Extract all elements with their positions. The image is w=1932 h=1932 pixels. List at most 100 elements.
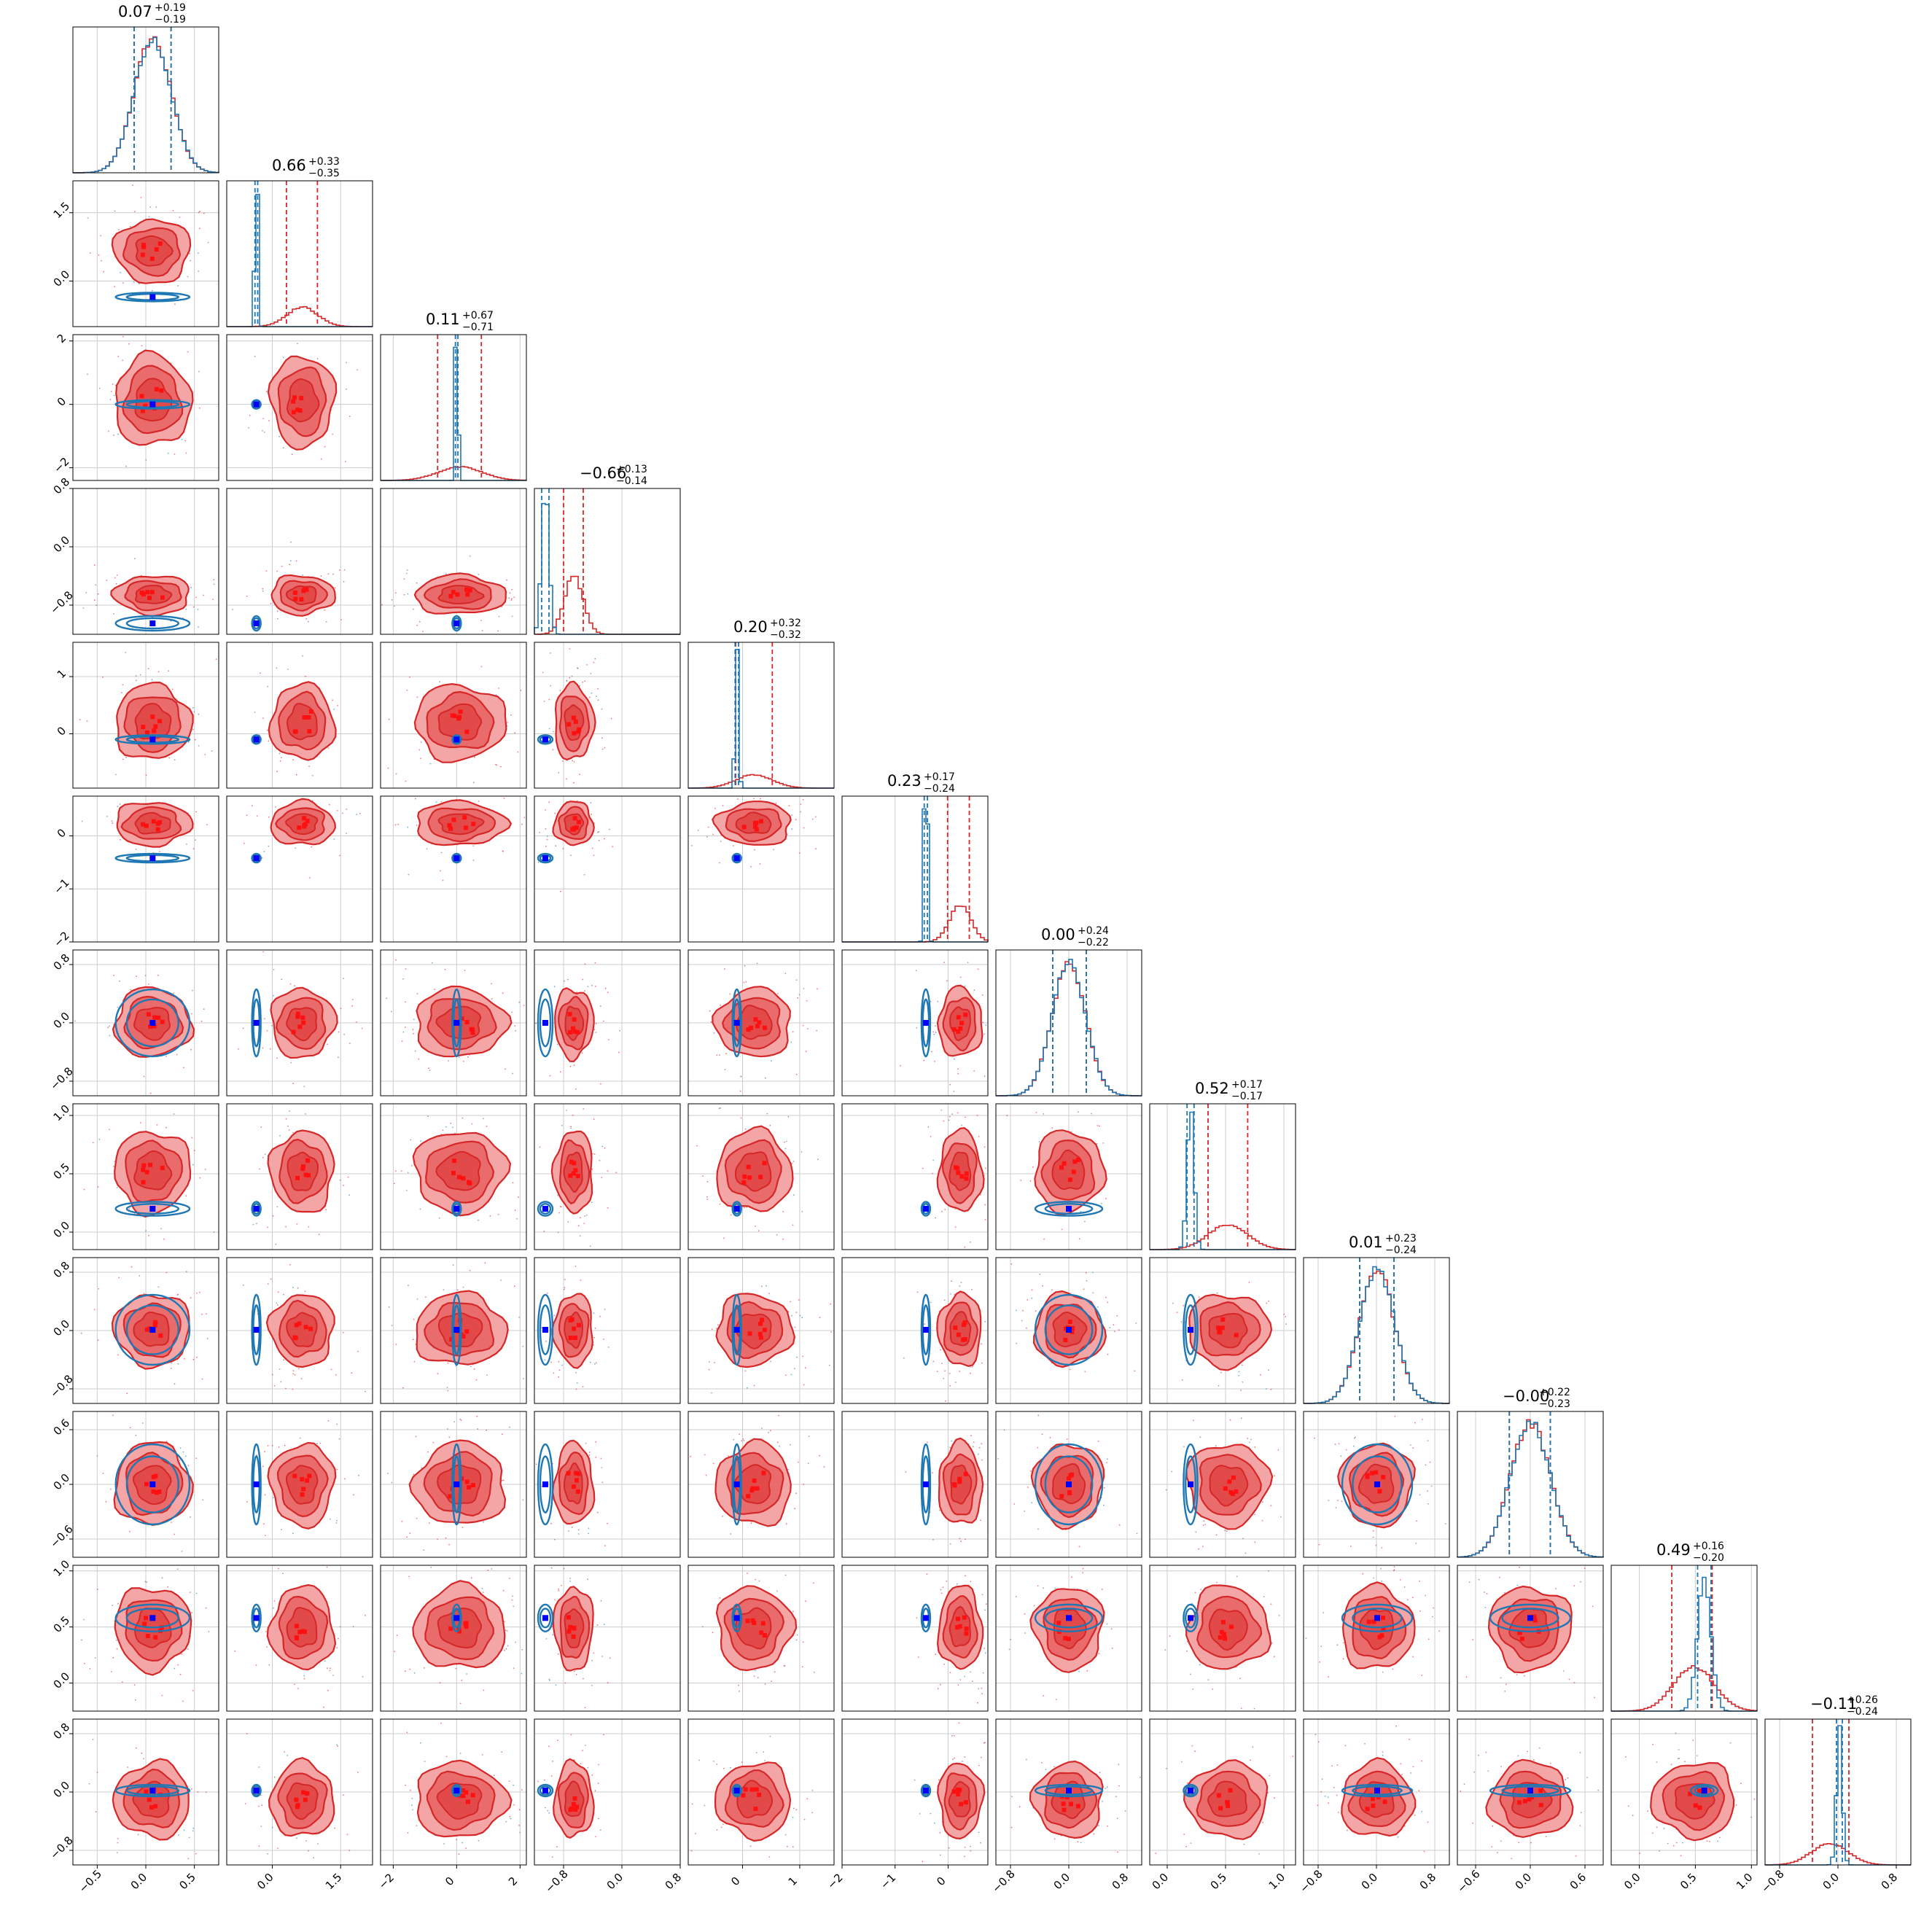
scatter-point: [761, 1285, 763, 1288]
scatter-point: [983, 1033, 986, 1035]
blue-contour: [451, 852, 462, 864]
scatter-point: [730, 1214, 732, 1216]
scatter-point: [481, 1587, 483, 1589]
scatter-point: [137, 1834, 139, 1836]
panel-background: [688, 642, 834, 788]
y-tick-label: 0: [55, 394, 69, 408]
scatter-point: [409, 676, 410, 678]
scatter-point: [268, 816, 270, 818]
scatter-point: [135, 675, 137, 677]
blue-contour: [125, 400, 180, 409]
scatter-point: [414, 1050, 416, 1052]
scatter-point: [935, 1654, 937, 1656]
title-upper-error: +0.16: [1693, 1540, 1724, 1552]
scatter-point: [744, 1370, 747, 1372]
scatter-point: [583, 1108, 585, 1110]
scatter-point: [1506, 1683, 1507, 1686]
red-marker: [458, 709, 463, 714]
scatter-point: [112, 1165, 114, 1167]
scatter-point: [1212, 1688, 1213, 1690]
scatter-point: [192, 1830, 194, 1832]
scatter-point: [591, 1685, 593, 1686]
scatter-point: [262, 590, 264, 592]
scatter-point: [570, 1127, 572, 1129]
scatter-point: [478, 574, 480, 575]
scatter-point: [292, 1532, 294, 1535]
scatter-point: [1092, 1271, 1094, 1274]
scatter-point: [113, 613, 114, 615]
diag-panel-4: 0.20 +0.32−0.32: [688, 618, 835, 789]
scatter-point: [509, 1426, 510, 1428]
truth-marker: [149, 736, 156, 743]
scatter-point: [1024, 1613, 1026, 1615]
scatter-point: [114, 210, 116, 212]
truth-marker: [1066, 1481, 1072, 1487]
red-marker: [293, 596, 298, 601]
scatter-point: [515, 1641, 517, 1643]
scatter-point: [1524, 1675, 1525, 1677]
red-marker: [145, 590, 150, 595]
scatter-point: [582, 978, 584, 981]
red-marker: [294, 1323, 299, 1328]
scatter-point: [739, 1090, 741, 1092]
red-marker: [143, 403, 148, 408]
scatter-point: [743, 1440, 745, 1441]
truth-marker: [733, 1615, 740, 1621]
scatter-point: [604, 1545, 606, 1547]
scatter-point: [149, 1092, 152, 1094]
scatter-point: [741, 1440, 743, 1441]
scatter-point: [102, 677, 104, 678]
panel-3-0: −0.80.00.8: [47, 475, 219, 635]
scatter-point: [789, 1444, 791, 1446]
scatter-point: [411, 1165, 413, 1166]
scatter-point: [755, 1578, 757, 1581]
scatter-point: [1041, 1433, 1043, 1436]
scatter-point: [1393, 1569, 1395, 1571]
scatter-point: [167, 1586, 169, 1588]
scatter-point: [176, 1294, 179, 1296]
scatter-point: [509, 592, 511, 594]
scatter-point: [514, 1210, 516, 1212]
scatter-point: [905, 1471, 907, 1473]
scatter-point: [1203, 1520, 1205, 1522]
scatter-point: [957, 1684, 959, 1686]
scatter-point: [783, 1664, 785, 1667]
scatter-point: [813, 1671, 815, 1673]
truth-marker: [453, 1020, 460, 1026]
scatter-point: [791, 1314, 792, 1317]
scatter-point: [478, 801, 480, 802]
truth-marker: [922, 1327, 929, 1333]
scatter-point: [1352, 1445, 1355, 1447]
scatter-point: [599, 1159, 601, 1161]
scatter-point: [983, 1648, 985, 1649]
scatter-point: [779, 1445, 780, 1447]
scatter-point: [296, 1223, 298, 1225]
scatter-point: [205, 1791, 207, 1793]
scatter-point: [1103, 1504, 1105, 1506]
scatter-point: [347, 1176, 349, 1178]
scatter-point: [712, 1632, 714, 1634]
scatter-point: [97, 1339, 99, 1341]
red-marker: [572, 1625, 577, 1630]
scatter-point: [199, 227, 200, 230]
truth-marker: [453, 1481, 460, 1487]
scatter-point: [577, 1533, 580, 1535]
scatter-point: [564, 1682, 566, 1684]
panel-1-0: 0.01.5: [51, 180, 219, 327]
scatter-point: [418, 620, 421, 623]
red-marker: [456, 1175, 461, 1180]
scatter-point: [801, 1211, 803, 1212]
panel-frame: [380, 334, 527, 481]
scatter-point: [615, 1172, 618, 1174]
scatter-point: [596, 696, 597, 697]
scatter-point: [190, 260, 191, 262]
scatter-point: [365, 1614, 366, 1616]
red-marker: [568, 1336, 573, 1340]
scatter-point: [591, 692, 593, 694]
scatter-point: [567, 1221, 569, 1223]
scatter-point: [403, 593, 405, 596]
scatter-point: [185, 452, 187, 454]
diag-panel-9: −0.00+0.22−0.23: [1457, 1387, 1604, 1558]
scatter-point: [946, 1581, 948, 1582]
blue-contour: [252, 617, 260, 630]
